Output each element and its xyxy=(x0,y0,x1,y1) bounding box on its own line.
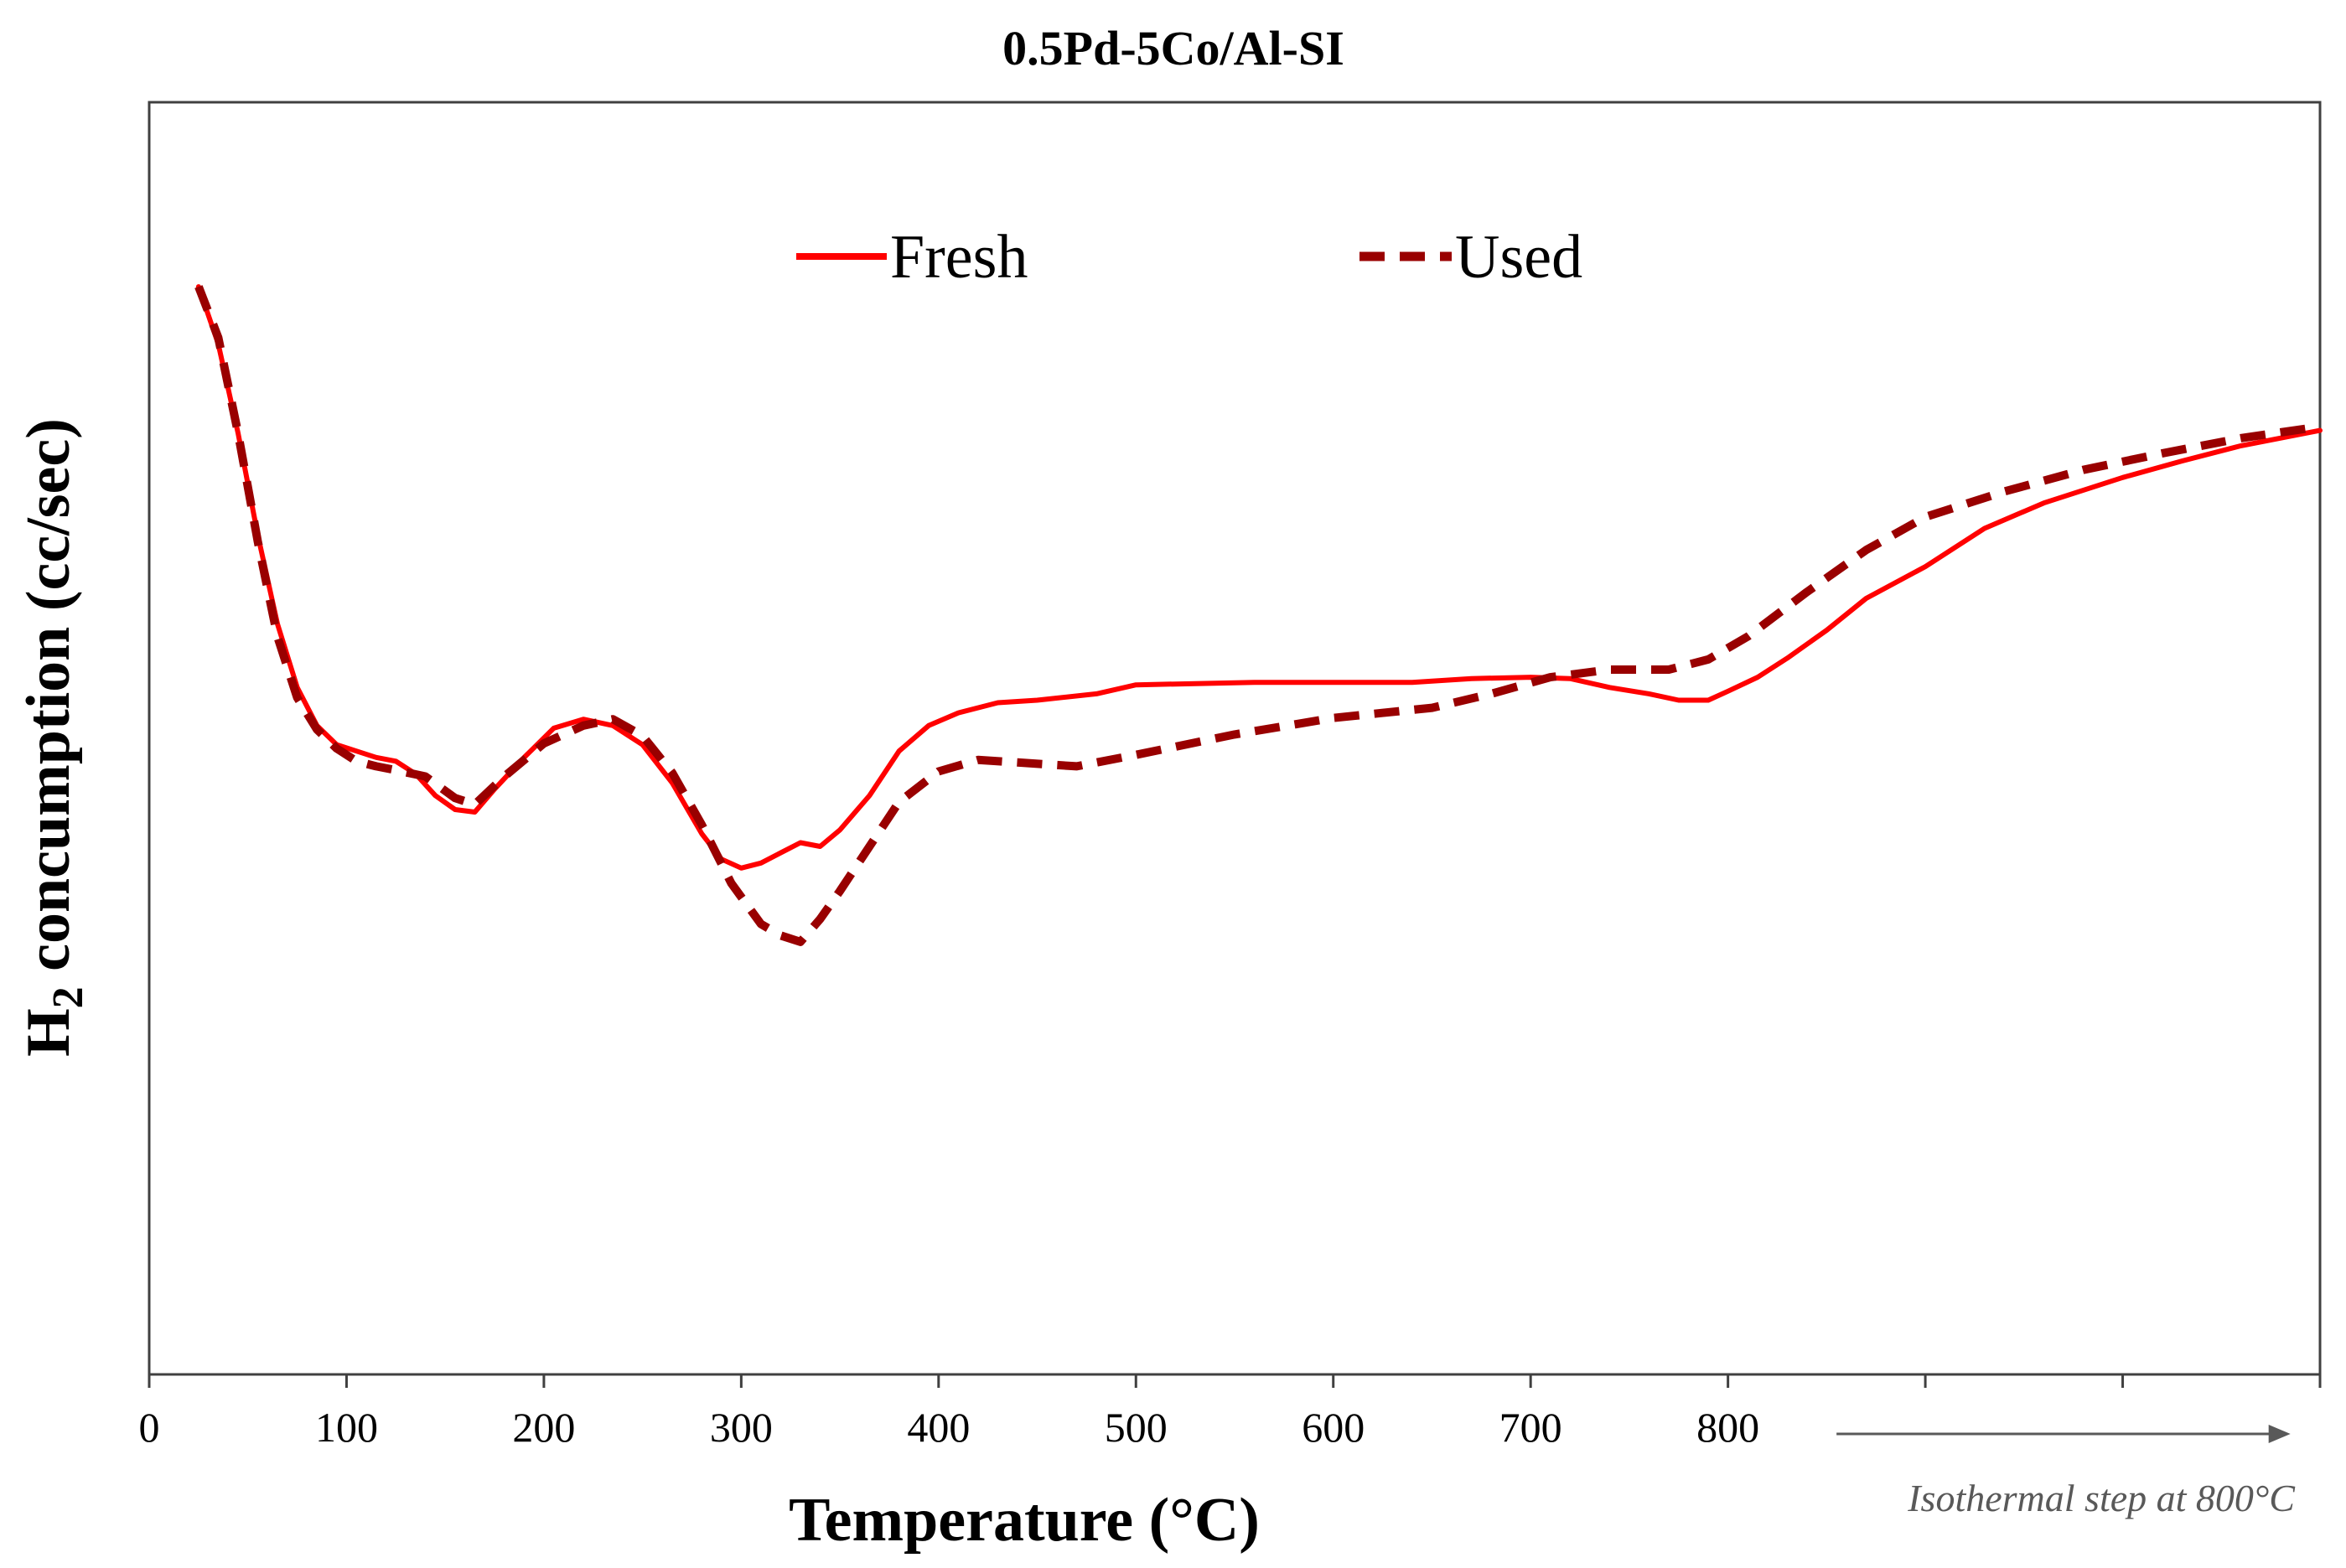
x-tick-label: 100 xyxy=(315,1404,378,1451)
legend-used-label: Used xyxy=(1455,223,1582,292)
chart-title: 0.5Pd-5Co/Al-SI xyxy=(1002,21,1344,75)
x-axis: 0 100 200 300 400 500 600 700 800 xyxy=(139,1374,2322,1451)
isothermal-arrow-head xyxy=(2268,1425,2291,1443)
x-tick-label: 600 xyxy=(1302,1404,1365,1451)
x-tick-label: 0 xyxy=(139,1404,160,1451)
legend: Fresh Used xyxy=(796,223,1582,292)
isothermal-annotation: Isothermal step at 800°C xyxy=(1836,1425,2296,1519)
x-tick-label: 200 xyxy=(512,1404,575,1451)
legend-fresh-label: Fresh xyxy=(890,223,1028,292)
series-layer xyxy=(194,284,2323,946)
x-tick-label: 500 xyxy=(1105,1404,1168,1451)
series-line-fresh xyxy=(195,284,2323,871)
y-axis-title-main: H xyxy=(14,1008,83,1057)
isothermal-step-note: Isothermal step at 800°C xyxy=(1907,1477,2296,1519)
series-line-used xyxy=(194,285,2321,946)
x-axis-title: Temperature (°C) xyxy=(789,1486,1260,1555)
x-tick-label: 800 xyxy=(1696,1404,1759,1451)
x-tick-label: 700 xyxy=(1499,1404,1562,1451)
y-axis-title-rest: concumption (cc/sec) xyxy=(14,418,83,986)
x-tick-label: 300 xyxy=(710,1404,773,1451)
y-axis-title: H2 concumption (cc/sec) xyxy=(14,418,92,1057)
plot-area xyxy=(148,101,2322,1376)
y-axis-title-subscript: 2 xyxy=(44,986,92,1008)
x-tick-label: 400 xyxy=(907,1404,970,1451)
